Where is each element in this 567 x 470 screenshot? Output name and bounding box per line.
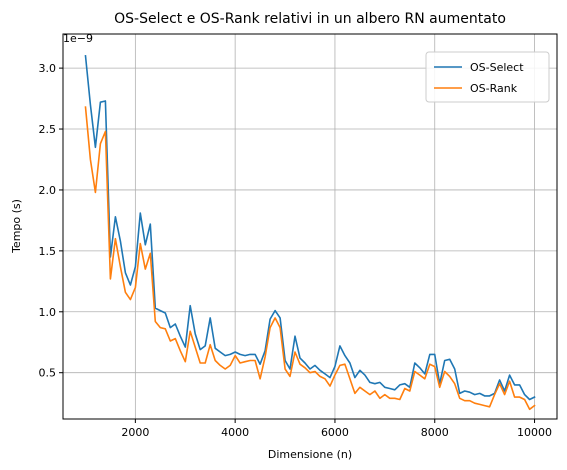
y-tick-label: 1.0	[39, 306, 57, 319]
x-axis-label: Dimensione (n)	[268, 448, 352, 461]
x-tick-label: 4000	[221, 426, 249, 439]
chart-title: OS-Select e OS-Rank relativi in un alber…	[114, 11, 506, 27]
y-axis-ticks: 0.5 1.0 1.5 2.0 2.5 3.0	[39, 62, 63, 380]
y-tick-label: 3.0	[39, 62, 57, 75]
x-tick-label: 10000	[517, 426, 552, 439]
x-tick-label: 6000	[321, 426, 349, 439]
y-tick-label: 0.5	[39, 367, 57, 380]
y-tick-label: 1.5	[39, 245, 57, 258]
legend: OS-Select OS-Rank	[425, 51, 550, 103]
y-tick-label: 2.5	[39, 123, 57, 136]
series-line-os-rank	[84, 106, 536, 411]
series-line-os-select	[84, 55, 536, 401]
x-tick-label: 2000	[121, 426, 149, 439]
x-axis-ticks: 2000 4000 6000 8000 10000	[121, 419, 552, 439]
y-tick-label: 2.0	[39, 184, 57, 197]
legend-entry: OS-Rank	[470, 82, 518, 95]
x-tick-label: 8000	[421, 426, 449, 439]
y-axis-offset: 1e−9	[63, 32, 93, 45]
legend-entry: OS-Select	[470, 61, 524, 74]
series-layer	[84, 55, 536, 411]
y-axis-label: Tempo (s)	[10, 199, 23, 254]
legend-box	[425, 51, 550, 103]
plot-frame	[62, 33, 558, 420]
